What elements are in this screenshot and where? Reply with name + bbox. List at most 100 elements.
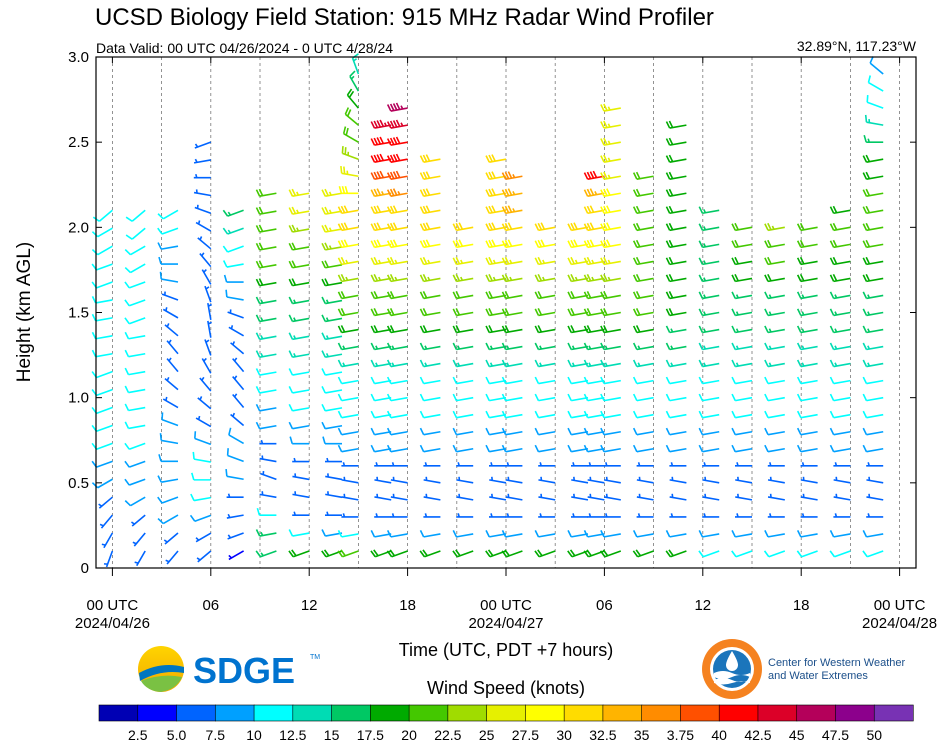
barb-full	[534, 444, 540, 453]
barb-half	[375, 462, 378, 467]
barb-full	[665, 138, 671, 146]
barb-full	[344, 186, 349, 194]
barb-full	[485, 550, 491, 558]
wind-barb	[91, 370, 113, 379]
barb-full	[191, 472, 195, 481]
barb-full	[764, 444, 769, 453]
barb-staff	[834, 550, 851, 558]
wind-barb	[632, 222, 654, 232]
wind-barb	[232, 357, 245, 373]
barb-full	[373, 239, 379, 248]
barb-half	[867, 294, 871, 299]
barb-full	[288, 368, 294, 376]
barb-full	[419, 155, 425, 163]
barb-full	[862, 393, 868, 401]
barb-staff	[131, 209, 146, 222]
barb-staff	[505, 533, 523, 538]
barb-full	[91, 313, 97, 322]
barb-full	[124, 266, 132, 274]
barb-staff	[702, 379, 720, 385]
wind-barb	[665, 291, 687, 300]
wind-barb	[228, 427, 245, 445]
barb-staff	[538, 533, 556, 538]
barb-full	[342, 126, 347, 134]
wind-barb	[386, 205, 408, 215]
colorbar-label: 35	[634, 727, 650, 743]
wind-barb	[164, 323, 179, 337]
barb-full	[321, 421, 326, 430]
wind-barb	[796, 359, 818, 368]
barb-half	[670, 362, 674, 367]
barb-full	[321, 207, 326, 215]
wind-barb	[829, 291, 851, 300]
barb-full	[632, 376, 638, 384]
wind-barb	[829, 325, 851, 334]
barb-full	[799, 273, 805, 282]
wind-barb	[600, 325, 621, 334]
barb-full	[386, 410, 392, 419]
barb-full	[340, 549, 346, 557]
wind-barb	[161, 412, 179, 427]
barb-staff	[128, 424, 146, 430]
barb-full	[321, 550, 327, 558]
barb-full	[373, 137, 379, 145]
wind-barb	[419, 393, 441, 402]
barb-full	[458, 222, 464, 230]
wind-barb	[337, 393, 359, 402]
wind-barb	[419, 188, 441, 198]
barb-full	[419, 529, 425, 538]
wind-barb	[567, 239, 589, 249]
wind-barb	[764, 239, 785, 249]
y-axis-ticks: 00.51.01.52.02.53.0	[68, 49, 916, 577]
barb-half	[378, 276, 382, 281]
barb-full	[324, 260, 329, 268]
barb-full	[567, 274, 572, 282]
barb-staff	[636, 379, 654, 385]
barb-full	[632, 308, 638, 316]
wind-barb	[226, 513, 244, 519]
barb-full	[392, 103, 398, 111]
barb-half	[326, 457, 329, 462]
barb-full	[534, 257, 540, 265]
wind-barb	[702, 513, 720, 518]
wind-barb	[91, 442, 113, 450]
barb-full	[764, 376, 769, 384]
wind-barb	[665, 308, 687, 317]
wind-barb	[600, 444, 621, 453]
barb-full	[419, 308, 425, 316]
barb-half	[834, 513, 838, 518]
barb-full	[862, 274, 868, 282]
colorbar-label: 30	[556, 727, 572, 743]
barb-full	[386, 138, 392, 146]
wind-barb	[370, 273, 392, 283]
barb-full	[832, 205, 838, 214]
barb-half	[400, 105, 404, 110]
barb-full	[157, 213, 164, 220]
barb-full	[668, 120, 674, 128]
barb-full	[862, 550, 868, 558]
barb-staff	[767, 447, 785, 453]
barb-half	[391, 362, 395, 367]
wind-barb	[125, 209, 146, 222]
wind-barb	[386, 359, 408, 368]
barb-full	[379, 153, 385, 161]
barb-full	[665, 257, 671, 265]
barb-half	[867, 311, 871, 316]
barb-full	[632, 342, 638, 350]
barb-full	[600, 155, 605, 163]
wind-barb	[485, 205, 507, 215]
barb-full	[573, 222, 578, 230]
wind-barb	[485, 444, 507, 453]
barb-full	[340, 273, 346, 282]
barb-staff	[95, 352, 113, 358]
wind-barb	[829, 256, 851, 266]
wind-barb	[321, 421, 343, 430]
barb-full	[288, 260, 294, 269]
barb-full	[419, 189, 425, 197]
barb-full	[764, 325, 769, 333]
barb-full	[603, 256, 608, 265]
wind-barb	[485, 154, 507, 163]
colorbar-label: 5.0	[167, 727, 187, 743]
barb-full	[603, 154, 608, 162]
wind-barb	[288, 278, 310, 287]
